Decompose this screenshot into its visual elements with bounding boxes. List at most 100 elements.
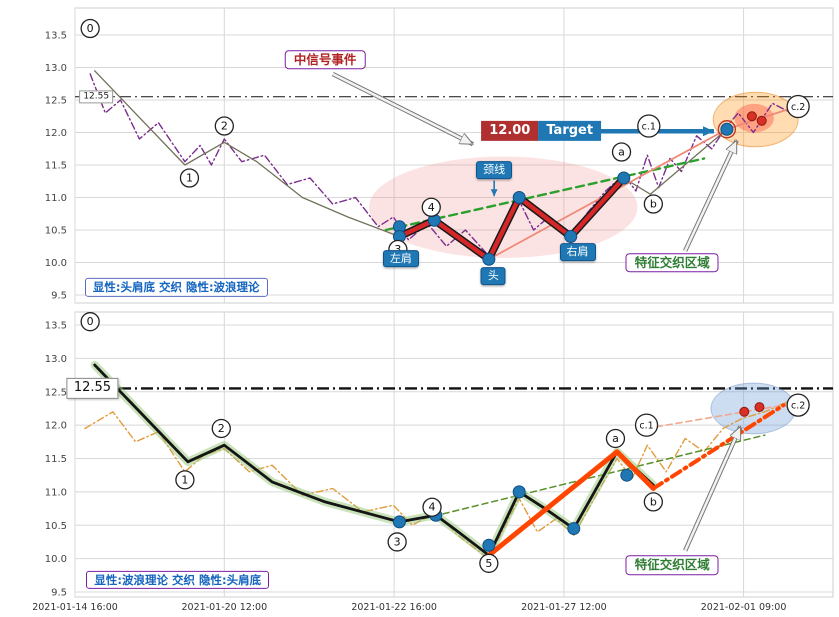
x-tick-label: 2021-02-01 09:00: [701, 602, 787, 613]
x-tick-label: 2021-01-27 12:00: [521, 602, 607, 613]
wave-marker-4: 4: [421, 197, 441, 217]
hidden-wave-theory-line: [89, 73, 792, 257]
svg-text:1: 1: [186, 172, 193, 185]
y-tick-label: 9.5: [51, 588, 67, 599]
y-tick-label: 11.0: [45, 193, 67, 204]
gridlines: [74, 312, 833, 597]
wave-marker-c.2: c.2: [786, 393, 810, 417]
pivot-dot: [512, 485, 526, 499]
svg-text:c.1: c.1: [639, 421, 653, 432]
pivot-dot: [392, 515, 406, 529]
svg-text:b: b: [650, 198, 657, 211]
y-tick-label: 10.0: [45, 258, 67, 269]
emerging-leg-line: [486, 449, 656, 558]
y-tick-label: 11.5: [45, 454, 67, 465]
signal-event-label: 中信号事件: [284, 49, 366, 70]
wave-marker-c.2: c.2: [786, 94, 810, 119]
price-level-label-bottom: 12.55: [66, 378, 119, 399]
wave-marker-1: 1: [179, 168, 200, 188]
svg-text:c.2: c.2: [791, 102, 805, 113]
plot-frame: [74, 7, 834, 304]
wave-marker-5: 5: [479, 553, 499, 573]
feature-zone-label-bottom: 特征交织区域: [625, 555, 719, 576]
wave-marker-b: b: [643, 492, 664, 512]
y-tick-label: 12.5: [45, 387, 67, 398]
target-label: 12.00 Target: [481, 121, 602, 142]
pivot-dot: [620, 468, 634, 482]
y-tick-label: 10.0: [45, 554, 67, 565]
y-tick-label: 9.5: [51, 291, 67, 302]
signal-dot: [739, 406, 750, 417]
target-word: Target: [538, 121, 602, 142]
svg-text:3: 3: [394, 243, 401, 256]
y-tick-label: 11.5: [45, 161, 67, 172]
wave-marker-3: 3: [387, 532, 407, 552]
svg-text:5: 5: [485, 557, 492, 570]
y-tick-label: 13.5: [45, 31, 67, 42]
wave-marker-b: b: [643, 194, 664, 214]
pattern-summary-bottom: 显性:波浪理论 交织 隐性:头肩底: [86, 570, 270, 590]
y-tick-label: 12.0: [45, 421, 67, 432]
feature-zone-arrow: [684, 426, 742, 552]
right-shoulder-label: 右肩: [559, 243, 596, 261]
signal-ring: [717, 120, 737, 139]
plot-frame: [74, 311, 834, 598]
svg-text:2: 2: [218, 422, 225, 435]
gridlines: [74, 8, 833, 303]
head-label: 头: [480, 267, 506, 286]
trend-line-line: [422, 434, 766, 520]
feature-zone-label-top: 特征交织区域: [625, 252, 719, 273]
neckline-label: 颈线: [476, 161, 513, 180]
svg-text:a: a: [618, 146, 625, 159]
wave-marker-c.1: c.1: [637, 114, 661, 138]
pivot-dot: [720, 122, 734, 136]
x-tick-label: 2021-01-20 12:00: [182, 602, 268, 613]
y-tick-label: 13.0: [45, 354, 67, 365]
svg-text:0: 0: [87, 315, 94, 328]
wave-marker-a: a: [611, 142, 632, 162]
price-level-label-top: 12.55: [79, 90, 114, 104]
svg-text:a: a: [612, 432, 619, 445]
wave-marker-1: 1: [175, 470, 195, 490]
y-tick-label: 13.5: [45, 321, 67, 332]
target-price-value: 12.00: [481, 121, 539, 142]
svg-text:4: 4: [429, 501, 436, 514]
pivot-dot: [482, 538, 496, 552]
signal-dot: [754, 402, 765, 413]
pivot-dot: [512, 191, 526, 204]
pattern-summary-top: 显性:头肩底 交织 隐性:波浪理论: [84, 278, 268, 297]
svg-text:4: 4: [428, 201, 435, 214]
feature-zone-arrow: [684, 140, 738, 252]
svg-text:0: 0: [87, 22, 94, 35]
emerging-leg-projection-line: [651, 403, 786, 491]
wave-marker-2: 2: [211, 418, 231, 439]
y-tick-label: 10.5: [45, 521, 67, 532]
signal-dot: [756, 115, 767, 126]
y-tick-label: 13.0: [45, 63, 67, 74]
left-shoulder-label: 左肩: [382, 249, 419, 268]
wave-marker-a: a: [605, 428, 626, 449]
pivot-dot: [617, 171, 631, 185]
svg-text:c.1: c.1: [642, 122, 656, 133]
y-tick-label: 12.5: [45, 96, 67, 107]
svg-text:1: 1: [181, 473, 188, 486]
chart-top: 0 1 2 3 4 a b c.1 c.2 13.5 13.0 12.5 12.0 11.5 11.0 10.…: [45, 7, 834, 304]
pivot-dot: [564, 230, 578, 243]
pivot-dot: [482, 252, 496, 266]
wave-marker-2: 2: [214, 116, 234, 136]
svg-text:b: b: [650, 495, 657, 508]
svg-text:3: 3: [394, 535, 401, 548]
pivot-dot: [567, 522, 581, 536]
wave-marker-4: 4: [422, 497, 442, 517]
y-tick-label: 11.0: [45, 487, 67, 498]
signal-event-arrow: [332, 72, 473, 146]
svg-text:c.2: c.2: [791, 401, 805, 412]
wave-marker-c.1: c.1: [634, 413, 659, 437]
wave-marker-0: 0: [80, 18, 100, 39]
svg-text:2: 2: [221, 120, 228, 133]
y-tick-label: 12.0: [45, 128, 67, 139]
wave-marker-0: 0: [80, 312, 100, 332]
chart-bottom: 0 1 2 3 4 5 a b c.1 c.2 13.5 13.0 12.5 12.0 11.5 11.0 10…: [45, 311, 834, 599]
x-tick-label: 2021-01-22 16:00: [351, 602, 437, 613]
